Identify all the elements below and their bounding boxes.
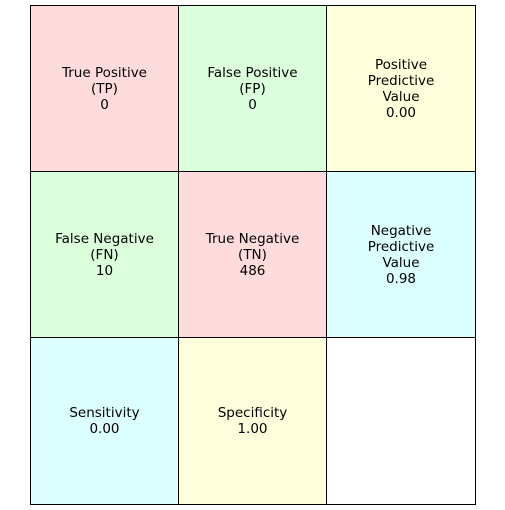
false-positive-value: 0 <box>248 96 257 113</box>
false-negative-value: 10 <box>95 262 114 279</box>
npv-label-line-1: Negative <box>370 222 432 239</box>
specificity-label: Specificity <box>217 405 288 421</box>
specificity-text: Specificity 1.00 <box>218 405 288 437</box>
false-negative-abbrev: (FN) <box>90 246 119 263</box>
sensitivity-text: Sensitivity 0.00 <box>69 405 139 437</box>
ppv-label-line-1: Positive <box>374 56 428 73</box>
false-positive-abbrev: (FP) <box>239 80 266 97</box>
true-positive-label: True Positive <box>61 64 147 81</box>
specificity-value: 1.00 <box>237 421 268 437</box>
true-positive-text: True Positive (TP) 0 <box>62 65 147 113</box>
sensitivity-value: 0.00 <box>89 421 120 437</box>
true-negative-abbrev: (TN) <box>238 246 267 263</box>
specificity-cell: Specificity 1.00 <box>179 338 327 505</box>
false-negative-cell: False Negative (FN) 10 <box>30 172 179 338</box>
empty-cell <box>327 338 476 505</box>
true-negative-cell: True Negative (TN) 486 <box>179 172 327 338</box>
npv-label-line-2: Predictive <box>367 238 435 255</box>
confusion-matrix-grid: True Positive (TP) 0 False Positive (FP)… <box>30 5 476 505</box>
ppv-cell: Positive Predictive Value 0.00 <box>327 5 476 172</box>
true-positive-cell: True Positive (TP) 0 <box>30 5 179 172</box>
ppv-label-line-2: Predictive <box>367 72 435 89</box>
false-positive-text: False Positive (FP) 0 <box>207 65 297 113</box>
npv-value: 0.98 <box>385 270 417 287</box>
npv-cell: Negative Predictive Value 0.98 <box>327 172 476 338</box>
ppv-text: Positive Predictive Value 0.00 <box>368 57 435 121</box>
true-negative-label: True Negative <box>205 230 300 247</box>
npv-text: Negative Predictive Value 0.98 <box>368 223 435 287</box>
true-negative-text: True Negative (TN) 486 <box>206 231 300 279</box>
false-negative-text: False Negative (FN) 10 <box>55 231 154 279</box>
false-positive-label: False Positive <box>207 64 298 81</box>
true-negative-value: 486 <box>239 262 266 279</box>
ppv-value: 0.00 <box>385 104 417 121</box>
false-negative-label: False Negative <box>55 230 154 247</box>
false-positive-cell: False Positive (FP) 0 <box>179 5 327 172</box>
sensitivity-cell: Sensitivity 0.00 <box>30 338 179 505</box>
true-positive-value: 0 <box>100 96 109 113</box>
ppv-label-line-3: Value <box>382 88 420 105</box>
sensitivity-label: Sensitivity <box>69 405 140 421</box>
true-positive-abbrev: (TP) <box>91 80 118 97</box>
npv-label-line-3: Value <box>382 254 420 271</box>
